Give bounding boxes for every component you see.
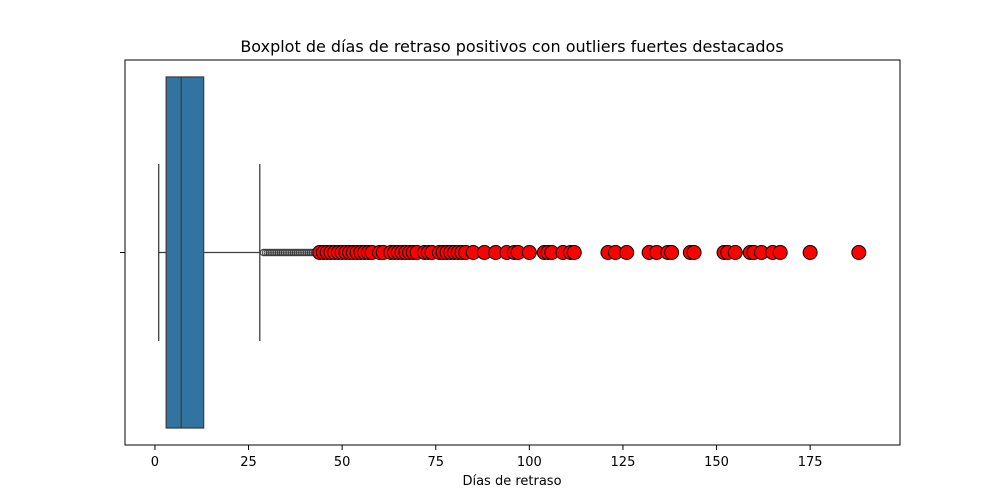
outlier-point	[289, 248, 298, 257]
x-tick-label: 0	[151, 455, 159, 470]
outlier-point	[278, 248, 286, 257]
strong-outlier-point	[851, 245, 867, 260]
plot-area	[158, 76, 867, 429]
chart-title: Boxplot de días de retraso positivos con…	[240, 37, 783, 56]
x-tick-label: 150	[704, 455, 729, 470]
x-tick-label: 125	[611, 455, 636, 470]
outlier-point	[295, 248, 303, 257]
outlier-point	[267, 248, 275, 257]
x-tick-label: 25	[240, 455, 257, 470]
outlier-point	[302, 248, 311, 257]
strong-outlier-point	[727, 245, 743, 260]
outlier-point	[271, 248, 279, 257]
outlier-point	[287, 248, 296, 257]
x-tick-label: 175	[798, 455, 823, 470]
outlier-point	[291, 248, 300, 257]
outlier-point	[276, 248, 285, 257]
outlier-point	[284, 248, 292, 257]
strong-outlier-point	[521, 245, 537, 260]
outlier-point	[293, 248, 301, 257]
x-tick-label: 75	[427, 455, 444, 470]
outlier-point	[304, 248, 313, 257]
strong-outlier-point	[772, 245, 788, 260]
outlier-point	[297, 248, 305, 257]
outlier-point	[286, 248, 294, 257]
strong-outlier-point	[566, 245, 582, 260]
outlier-point	[269, 248, 277, 257]
outlier-point	[261, 248, 270, 257]
strong-outlier-point	[686, 245, 702, 260]
x-axis-label: Días de retraso	[462, 474, 561, 489]
outlier-point	[280, 248, 288, 257]
outlier-point	[299, 248, 307, 257]
outlier-point	[301, 248, 309, 257]
x-tick-label: 100	[517, 455, 542, 470]
outlier-point	[272, 248, 281, 257]
outlier-point	[265, 248, 273, 257]
outlier-point	[274, 248, 283, 257]
strong-outlier-point	[664, 245, 680, 260]
x-tick-label: 50	[334, 455, 351, 470]
strong-outlier-point	[619, 245, 635, 260]
x-axis-ticks: 0 25 50 75 100 125 150 175	[151, 445, 823, 470]
strong-outlier-point	[802, 245, 818, 260]
outlier-point	[263, 248, 271, 257]
plot-frame	[124, 59, 901, 446]
outlier-point	[259, 248, 268, 257]
outlier-point	[282, 248, 290, 257]
iqr-box	[165, 76, 205, 429]
